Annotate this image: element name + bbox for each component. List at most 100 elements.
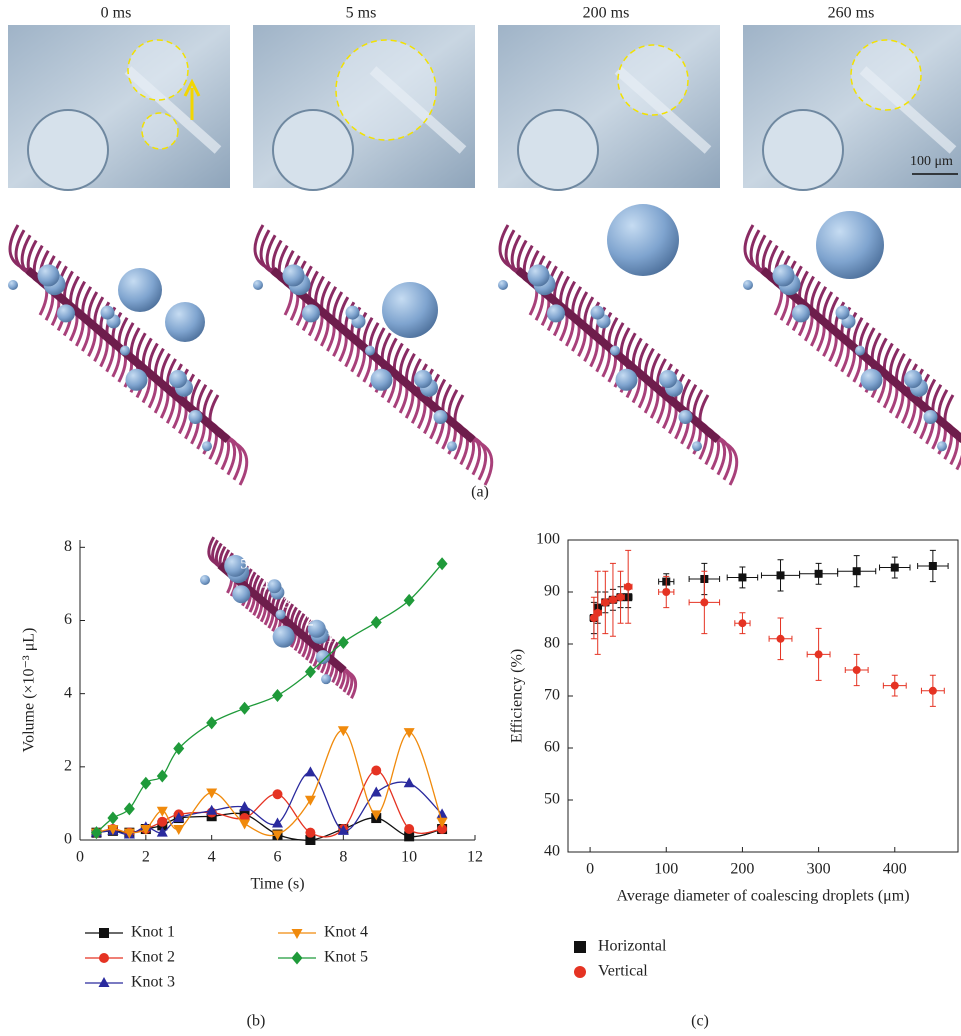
droplet bbox=[37, 264, 60, 287]
droplet bbox=[302, 304, 320, 323]
x-tick-label: 100 bbox=[654, 861, 678, 878]
marker bbox=[928, 686, 937, 695]
droplet bbox=[57, 304, 75, 323]
x-tick-label: 12 bbox=[467, 849, 483, 866]
droplet bbox=[937, 441, 947, 452]
y-tick-label: 2 bbox=[64, 758, 72, 775]
y-tick-label: 60 bbox=[544, 739, 560, 756]
frame-time: 0 ms bbox=[101, 5, 132, 22]
marker bbox=[156, 826, 168, 837]
marker bbox=[337, 824, 349, 835]
marker bbox=[173, 742, 185, 756]
y-tick-label: 80 bbox=[544, 635, 560, 652]
droplet bbox=[659, 370, 677, 388]
droplet bbox=[792, 304, 810, 323]
droplet bbox=[321, 674, 332, 685]
droplet bbox=[188, 410, 203, 424]
marker bbox=[291, 929, 303, 939]
marker bbox=[738, 573, 747, 582]
droplet bbox=[615, 368, 638, 391]
droplet bbox=[165, 302, 205, 342]
marker bbox=[436, 808, 448, 819]
marker bbox=[107, 811, 119, 825]
x-axis-label: Time (s) bbox=[250, 876, 304, 893]
droplet bbox=[200, 575, 210, 585]
droplet bbox=[118, 268, 162, 312]
marker bbox=[403, 593, 415, 607]
droplet bbox=[433, 410, 448, 424]
marker bbox=[574, 941, 586, 953]
arrow bbox=[183, 78, 201, 120]
marker bbox=[123, 828, 135, 839]
marker bbox=[337, 635, 349, 649]
droplet bbox=[816, 211, 884, 279]
marker bbox=[99, 928, 109, 938]
marker bbox=[370, 615, 382, 629]
frame-time: 260 ms bbox=[828, 5, 875, 22]
x-tick-label: 0 bbox=[76, 849, 84, 866]
legend-label: Knot 2 bbox=[131, 949, 175, 966]
marker bbox=[574, 966, 586, 978]
droplet bbox=[275, 609, 286, 620]
x-tick-label: 8 bbox=[339, 849, 347, 866]
x-tick-label: 400 bbox=[883, 861, 907, 878]
droplet bbox=[315, 650, 330, 665]
droplet bbox=[272, 625, 295, 648]
marker bbox=[593, 608, 602, 617]
droplet bbox=[169, 370, 187, 388]
marker bbox=[239, 819, 251, 830]
droplet bbox=[125, 368, 148, 391]
droplet bbox=[527, 264, 550, 287]
marker bbox=[337, 726, 349, 737]
marker bbox=[404, 824, 415, 835]
marker bbox=[206, 716, 218, 730]
droplet bbox=[447, 441, 457, 452]
marker bbox=[140, 776, 152, 790]
plant-render bbox=[200, 536, 358, 699]
marker bbox=[700, 598, 709, 607]
panel-label: (b) bbox=[247, 1013, 266, 1030]
droplet bbox=[498, 280, 508, 290]
droplet bbox=[120, 345, 130, 356]
marker bbox=[272, 688, 283, 702]
plant-render bbox=[8, 224, 249, 486]
marker bbox=[156, 769, 168, 783]
panel-label: (a) bbox=[471, 484, 489, 501]
droplet bbox=[345, 305, 360, 320]
photo-droplet bbox=[272, 109, 354, 191]
inset-label: 2 bbox=[306, 613, 314, 629]
marker bbox=[272, 817, 283, 828]
x-axis-label: Average diameter of coalescing droplets … bbox=[616, 888, 909, 905]
marker bbox=[272, 789, 283, 800]
marker bbox=[776, 634, 785, 643]
droplet bbox=[100, 305, 115, 320]
droplet bbox=[202, 441, 212, 452]
droplet bbox=[224, 554, 247, 577]
y-tick-label: 8 bbox=[64, 538, 72, 555]
marker bbox=[291, 951, 303, 965]
marker bbox=[107, 825, 119, 836]
plant-render bbox=[253, 224, 494, 486]
marker bbox=[403, 728, 415, 739]
marker bbox=[305, 827, 316, 838]
y-tick-label: 6 bbox=[64, 611, 72, 628]
marker bbox=[436, 817, 448, 828]
plant-render bbox=[498, 224, 739, 486]
legend-label: Horizontal bbox=[598, 938, 667, 955]
marker bbox=[662, 588, 671, 596]
marker bbox=[98, 977, 110, 987]
marker bbox=[890, 563, 899, 572]
photo-droplet bbox=[27, 109, 109, 191]
y-tick-label: 90 bbox=[544, 583, 560, 600]
marker bbox=[239, 701, 251, 715]
photo-droplet bbox=[517, 109, 599, 191]
marker bbox=[601, 598, 610, 607]
x-tick-label: 10 bbox=[401, 849, 417, 866]
droplet bbox=[772, 264, 795, 287]
droplet bbox=[232, 585, 251, 604]
plant-render bbox=[743, 224, 961, 471]
x-tick-label: 6 bbox=[274, 849, 282, 866]
x-tick-label: 200 bbox=[730, 861, 754, 878]
x-tick-label: 4 bbox=[208, 849, 216, 866]
